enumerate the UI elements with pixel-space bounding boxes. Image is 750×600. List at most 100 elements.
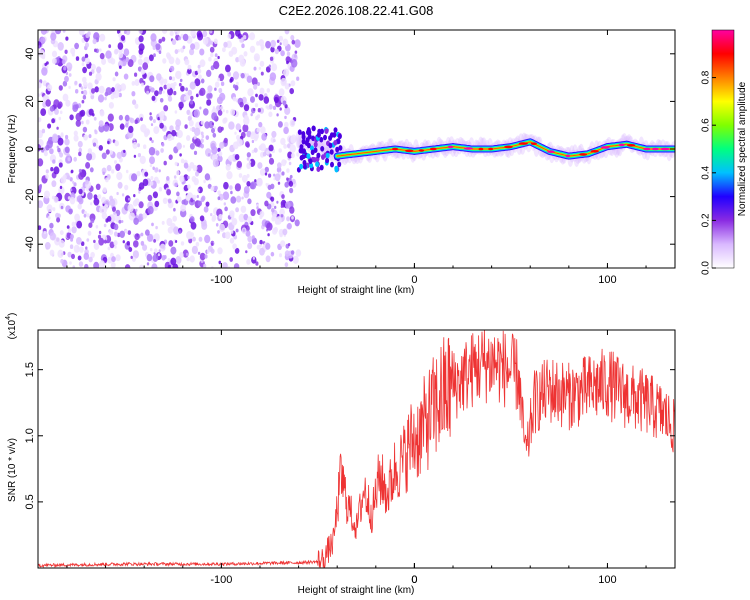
spectrogram-noise-cell: [140, 82, 144, 87]
spectrogram-noise-cell: [180, 85, 185, 92]
spectrogram-noise-cell: [210, 186, 214, 191]
spectrogram-noise-cell: [173, 207, 176, 212]
spectrogram-noise-cell: [154, 90, 159, 97]
spectrogram-noise-cell: [159, 122, 164, 129]
spectrogram-noise-cell: [193, 150, 198, 155]
spectrogram-noise-cell: [214, 53, 218, 58]
spectrogram-noise-cell: [123, 48, 130, 56]
spectrogram-noise-cell: [147, 206, 154, 215]
spectrogram-noise-cell: [292, 255, 299, 264]
spectrogram-noise-cell: [219, 141, 225, 149]
spectrogram-peak-cell: [643, 147, 651, 151]
spectrogram-noise-cell: [282, 38, 289, 47]
spectrogram-peak-cell: [478, 147, 484, 151]
spectrogram-noise-cell: [127, 203, 134, 213]
spectrogram-noise-cell: [259, 247, 265, 256]
spectrogram-noise-cell: [114, 71, 119, 77]
spectrogram-noise-cell: [98, 230, 102, 235]
snr-ylabel: SNR (10 * v/v): [7, 438, 18, 502]
spectrogram-noise-cell: [284, 30, 290, 35]
spectrogram-noise-cell: [108, 229, 114, 235]
spectrogram-noise-cell: [138, 190, 141, 194]
spectrogram-noise-cell: [73, 244, 80, 253]
spectrogram-noise-cell: [205, 135, 210, 141]
spectrogram-noise-cell: [138, 30, 143, 34]
spectrogram-noise-cell: [286, 168, 290, 173]
spectrogram-peak-cell: [651, 147, 660, 151]
spectrogram-noise-cell: [192, 194, 197, 200]
spectrogram-noise-cell: [266, 222, 273, 231]
spectrogram-noise-cell: [220, 81, 225, 87]
spectrogram-noise-cell: [238, 173, 243, 178]
spectrogram-noise-cell: [87, 192, 93, 200]
spectrogram-noise-cell: [59, 230, 64, 236]
spectrogram-noise-cell: [174, 161, 178, 166]
spectrogram-noise-cell: [132, 99, 137, 105]
spectrogram-burst-cell: [316, 132, 321, 138]
spectrogram-noise-cell: [114, 83, 121, 91]
spectrogram-noise-cell: [142, 62, 149, 70]
spectrogram-noise-cell: [77, 255, 82, 261]
spectrogram-noise-cell: [90, 63, 96, 71]
spectrogram-noise-cell: [269, 72, 277, 81]
spectrogram-noise-cell: [247, 235, 253, 243]
spectrogram-noise-cell: [172, 215, 177, 222]
spectrogram-noise-cell: [38, 184, 42, 190]
spectrogram-noise-cell: [83, 134, 88, 141]
spectrogram-noise-cell: [49, 222, 54, 229]
spectrogram-burst-cell: [329, 149, 334, 155]
spectrogram-noise-cell: [296, 152, 300, 157]
spectrogram-xtick-label: 0: [411, 274, 417, 286]
spectrogram-noise-cell: [68, 85, 71, 89]
spectrogram-burst-cell: [311, 135, 316, 142]
spectrogram-noise-cell: [142, 244, 148, 251]
spectrogram-noise-cell: [56, 217, 61, 223]
spectrogram-noise-cell: [156, 73, 162, 81]
spectrogram-burst-cell: [320, 146, 325, 152]
spectrogram-noise-cell: [256, 206, 259, 210]
spectrogram-noise-cell: [113, 211, 116, 215]
spectrogram-noise-cell: [194, 138, 201, 147]
spectrogram-noise-cell: [294, 50, 298, 54]
spectrogram-noise-cell: [206, 93, 211, 100]
spectrogram-noise-cell: [217, 55, 220, 60]
spectrogram-noise-cell: [280, 77, 287, 87]
spectrogram-noise-cell: [167, 95, 173, 102]
spectrogram-noise-cell: [178, 229, 182, 234]
spectrogram-noise-cell: [206, 69, 212, 77]
spectrogram-noise-cell: [218, 213, 223, 220]
spectrogram-noise-cell: [113, 223, 119, 231]
spectrogram-noise-cell: [178, 82, 182, 87]
spectrogram-noise-cell: [212, 132, 217, 138]
spectrogram-noise-cell: [57, 147, 61, 153]
spectrogram-noise-cell: [289, 119, 296, 127]
spectrogram-noise-cell: [245, 230, 251, 237]
spectrogram-noise-cell: [161, 30, 168, 34]
spectrogram-noise-cell: [173, 226, 180, 235]
spectrogram-noise-cell: [171, 76, 176, 82]
spectrogram-peak-cell: [488, 147, 494, 151]
spectrogram-noise-cell: [251, 149, 255, 154]
spectrogram-noise-cell: [81, 99, 85, 104]
spectrogram-noise-cell: [218, 223, 226, 232]
spectrogram-noise-cell: [117, 60, 124, 68]
spectrogram-noise-cell: [256, 127, 261, 133]
spectrogram-noise-cell: [283, 143, 287, 149]
spectrogram-noise-cell: [130, 255, 133, 259]
spectrogram-noise-cell: [245, 250, 248, 254]
spectrogram-noise-cell: [60, 258, 64, 264]
spectrogram-noise-cell: [277, 181, 281, 185]
spectrogram-noise-cell: [93, 261, 100, 268]
spectrogram-noise-cell: [268, 173, 272, 178]
spectrogram-noise-cell: [289, 144, 296, 153]
spectrogram-noise-cell: [151, 139, 154, 144]
spectrogram-noise-cell: [268, 144, 274, 152]
spectrogram-noise-cell: [185, 252, 189, 256]
spectrogram-noise-cell: [169, 125, 174, 132]
spectrogram-noise-cell: [179, 78, 183, 83]
spectrogram-noise-cell: [79, 246, 84, 253]
spectrogram-noise-cell: [196, 164, 203, 174]
spectrogram-peak-cell: [579, 153, 588, 156]
spectrogram-noise-cell: [200, 78, 205, 84]
